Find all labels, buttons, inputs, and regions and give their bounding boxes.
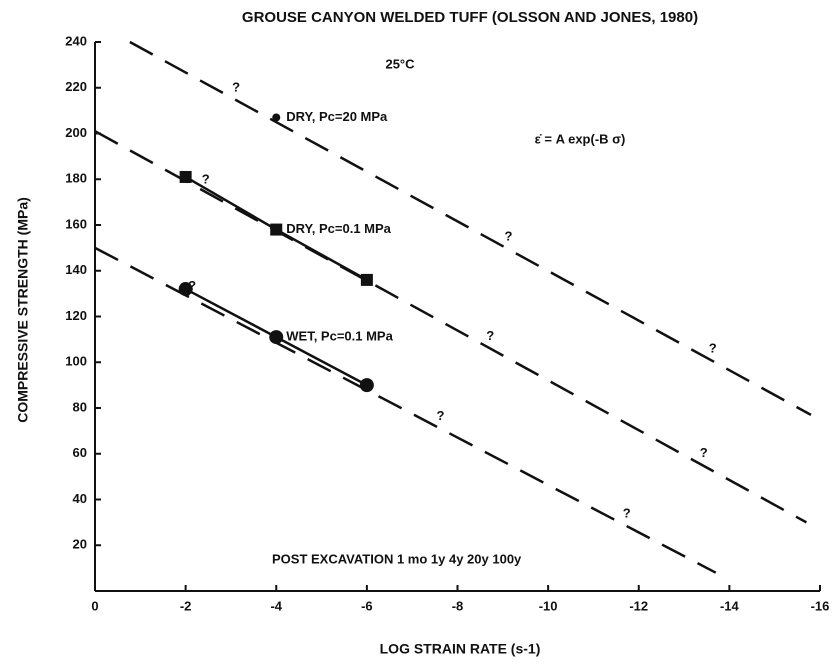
x-tick-label: -8 — [452, 598, 464, 613]
uncertain-mark: ? — [486, 328, 494, 343]
y-tick-label: 20 — [73, 537, 87, 552]
series-label: DRY, Pc=20 MPa — [286, 109, 388, 124]
uncertain-mark: ? — [202, 171, 210, 186]
series-label: WET, Pc=0.1 MPa — [286, 329, 393, 344]
y-tick-label: 100 — [65, 354, 87, 369]
uncertain-mark: ? — [709, 340, 717, 355]
chart-title: GROUSE CANYON WELDED TUFF (OLSSON AND JO… — [242, 9, 698, 26]
annotation: 25°C — [385, 56, 415, 71]
y-tick-label: 220 — [65, 79, 87, 94]
fit-line — [94, 130, 808, 524]
x-tick-label: -16 — [811, 598, 830, 613]
marker — [359, 378, 374, 393]
y-tick-label: 180 — [65, 171, 87, 186]
uncertain-mark: ? — [436, 408, 444, 423]
x-tick-label: -4 — [270, 598, 282, 613]
marker — [270, 223, 283, 236]
x-tick-label: -12 — [629, 598, 648, 613]
y-axis-label: COMPRESSIVE STRENGTH (MPa) — [15, 197, 31, 423]
y-tick-label: 160 — [65, 216, 87, 231]
uncertain-mark: ? — [188, 278, 196, 293]
y-tick-label: 40 — [73, 491, 87, 506]
y-tick-label: 240 — [65, 33, 87, 48]
y-tick-label: 120 — [65, 308, 87, 323]
y-tick-label: 200 — [65, 125, 87, 140]
marker — [272, 113, 281, 122]
y-tick-label: 140 — [65, 262, 87, 277]
fit-line — [129, 40, 812, 416]
uncertain-mark: ? — [700, 445, 708, 460]
x-tick-label: -2 — [180, 598, 192, 613]
marker — [178, 282, 193, 297]
uncertain-mark: ? — [232, 79, 240, 94]
x-axis-label: LOG STRAIN RATE (s-1) — [380, 641, 541, 657]
uncertain-mark: ? — [623, 505, 631, 520]
x-tick-label: -14 — [720, 598, 740, 613]
annotation: POST EXCAVATION 1 mo 1y 4y 20y 100y — [272, 551, 522, 566]
x-tick-label: -10 — [539, 598, 558, 613]
y-tick-label: 60 — [73, 445, 87, 460]
x-tick-label: 0 — [91, 598, 98, 613]
y-tick-label: 80 — [73, 399, 87, 414]
uncertain-mark: ? — [504, 229, 512, 244]
fit-line — [94, 246, 717, 574]
annotation: ε̇ = A exp(-B σ) — [535, 131, 626, 146]
marker — [179, 170, 192, 183]
marker — [360, 273, 373, 286]
marker — [269, 330, 284, 345]
series-label: DRY, Pc=0.1 MPa — [286, 221, 391, 236]
x-tick-label: -6 — [361, 598, 373, 613]
